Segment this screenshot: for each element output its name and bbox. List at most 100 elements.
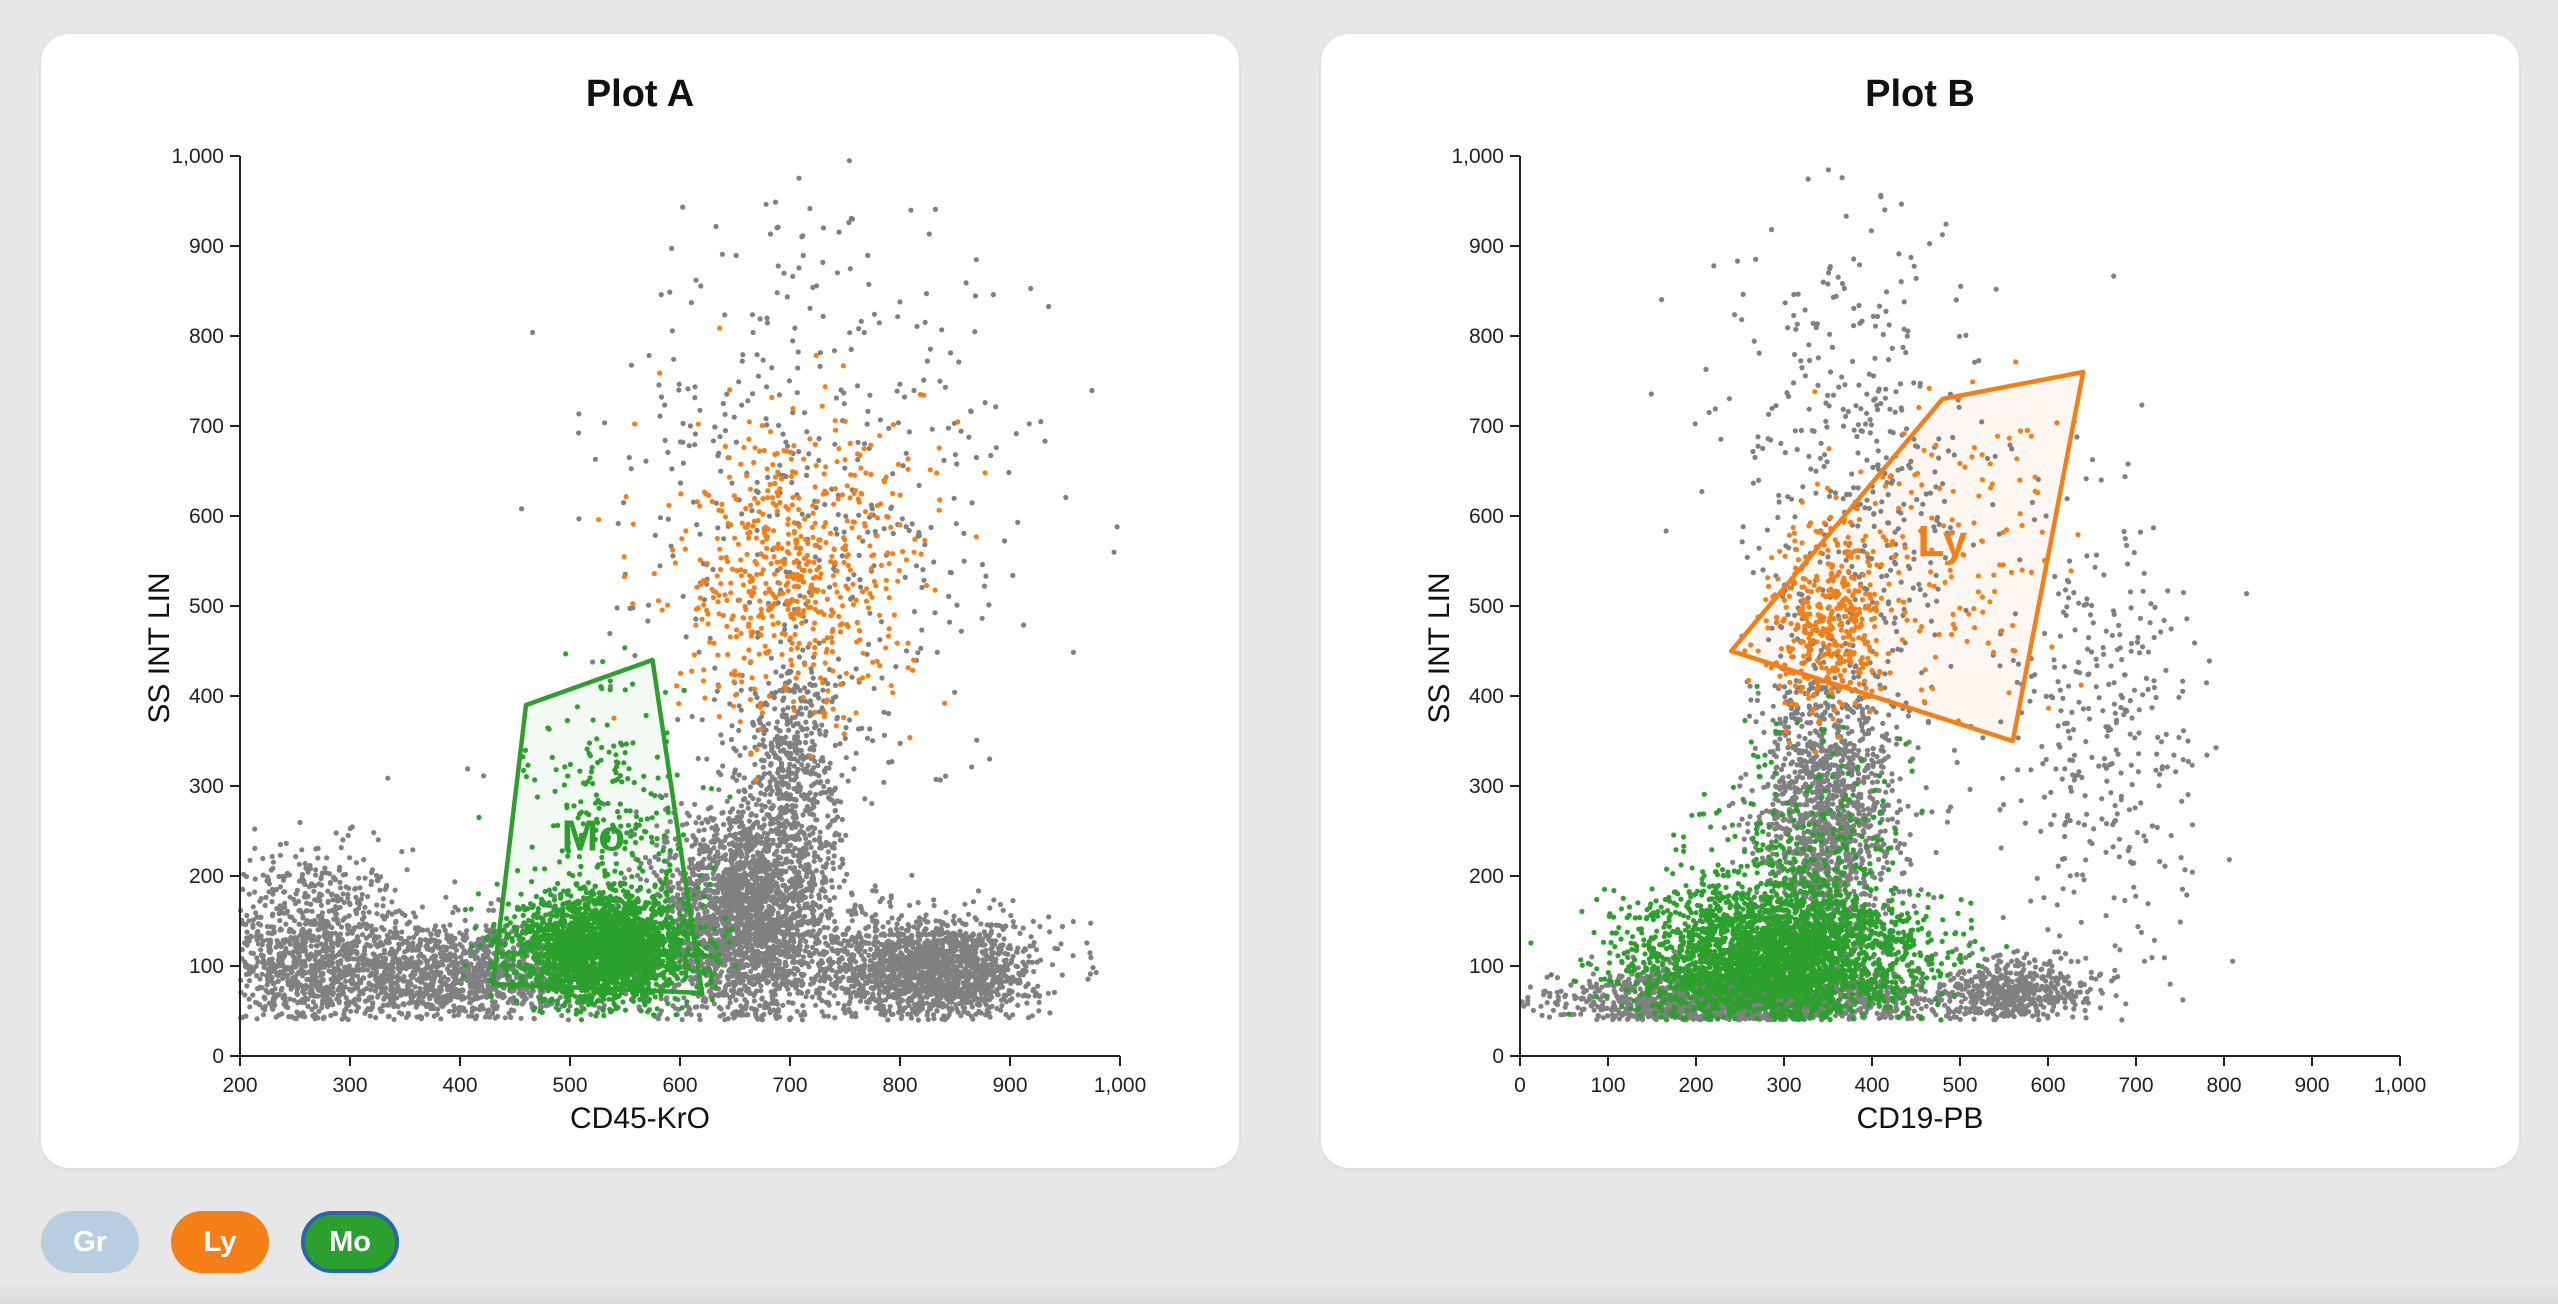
data-point: [366, 980, 372, 986]
data-point: [430, 1003, 436, 1009]
data-point: [302, 861, 308, 867]
data-point: [719, 810, 725, 816]
data-point: [778, 966, 784, 972]
data-point: [371, 938, 377, 944]
data-point: [282, 994, 288, 1001]
data-point: [380, 903, 386, 909]
data-point: [817, 829, 823, 835]
data-point: [305, 1003, 311, 1010]
data-point: [781, 898, 787, 904]
data-point: [786, 999, 792, 1005]
data-point: [672, 855, 678, 861]
data-point: [770, 956, 776, 962]
data-point: [345, 891, 351, 898]
data-point: [732, 915, 738, 921]
data-point: [252, 845, 258, 852]
data-point: [354, 956, 360, 962]
data-point: [380, 896, 386, 902]
data-point: [363, 925, 370, 932]
data-point: [739, 992, 745, 998]
data-point: [438, 1016, 444, 1022]
data-point: [277, 841, 284, 848]
data-point: [359, 916, 365, 922]
data-point: [782, 953, 788, 959]
data-point: [415, 947, 422, 953]
data-point: [353, 894, 359, 900]
data-point: [718, 855, 724, 862]
data-point: [752, 880, 759, 886]
data-point: [422, 985, 428, 992]
data-point: [633, 809, 639, 815]
data-point: [335, 898, 341, 904]
data-point: [393, 918, 399, 925]
data-point: [477, 1007, 483, 1013]
data-point: [822, 934, 828, 940]
data-point: [462, 917, 468, 924]
data-point: [386, 1013, 392, 1019]
data-point: [378, 986, 384, 992]
data-point: [255, 986, 261, 992]
data-point: [351, 981, 357, 987]
data-point: [259, 942, 265, 948]
data-point: [717, 844, 723, 850]
data-point: [716, 879, 723, 885]
data-point: [382, 969, 388, 975]
data-point: [498, 972, 504, 978]
data-point: [742, 789, 748, 795]
data-point: [291, 955, 297, 961]
data-point: [311, 980, 317, 986]
data-point: [320, 989, 326, 995]
data-point: [473, 941, 479, 947]
data-point: [342, 915, 348, 921]
data-point: [687, 875, 693, 882]
data-point: [778, 810, 784, 816]
data-point: [407, 960, 414, 966]
data-point: [347, 901, 353, 908]
data-point: [750, 853, 756, 860]
data-point: [363, 935, 369, 941]
data-point: [716, 991, 722, 997]
data-point: [258, 896, 264, 902]
data-point: [804, 901, 810, 907]
data-point: [316, 1008, 322, 1014]
data-point: [523, 996, 529, 1002]
data-point: [793, 985, 799, 991]
data-point: [352, 996, 358, 1002]
data-point: [817, 857, 823, 863]
data-point: [755, 972, 762, 978]
data-point: [786, 991, 793, 997]
data-point: [394, 995, 400, 1001]
data-point: [740, 892, 746, 898]
data-point: [425, 958, 431, 964]
data-point: [507, 996, 513, 1002]
data-point: [488, 933, 495, 939]
data-point: [678, 800, 685, 807]
data-point: [391, 1016, 397, 1023]
data-point: [403, 965, 409, 971]
data-point: [799, 1017, 806, 1023]
data-point: [269, 931, 275, 937]
data-point: [287, 941, 293, 947]
data-point: [327, 880, 333, 886]
data-point: [769, 862, 776, 868]
data-point: [242, 992, 248, 998]
data-point: [714, 920, 720, 927]
data-point: [758, 888, 764, 894]
data-point: [434, 1011, 440, 1017]
data-point: [745, 947, 751, 953]
data-point: [849, 892, 855, 898]
data-point: [702, 939, 708, 945]
data-point: [318, 902, 324, 909]
data-point: [845, 778, 851, 784]
data-point: [669, 898, 675, 904]
data-point: [829, 844, 835, 851]
data-point: [774, 949, 780, 956]
data-point: [366, 909, 372, 915]
data-point: [328, 1012, 334, 1019]
data-point: [298, 970, 304, 977]
data-point: [726, 945, 732, 951]
data-point: [369, 867, 376, 873]
data-point: [531, 1015, 537, 1022]
data-point: [258, 947, 264, 953]
